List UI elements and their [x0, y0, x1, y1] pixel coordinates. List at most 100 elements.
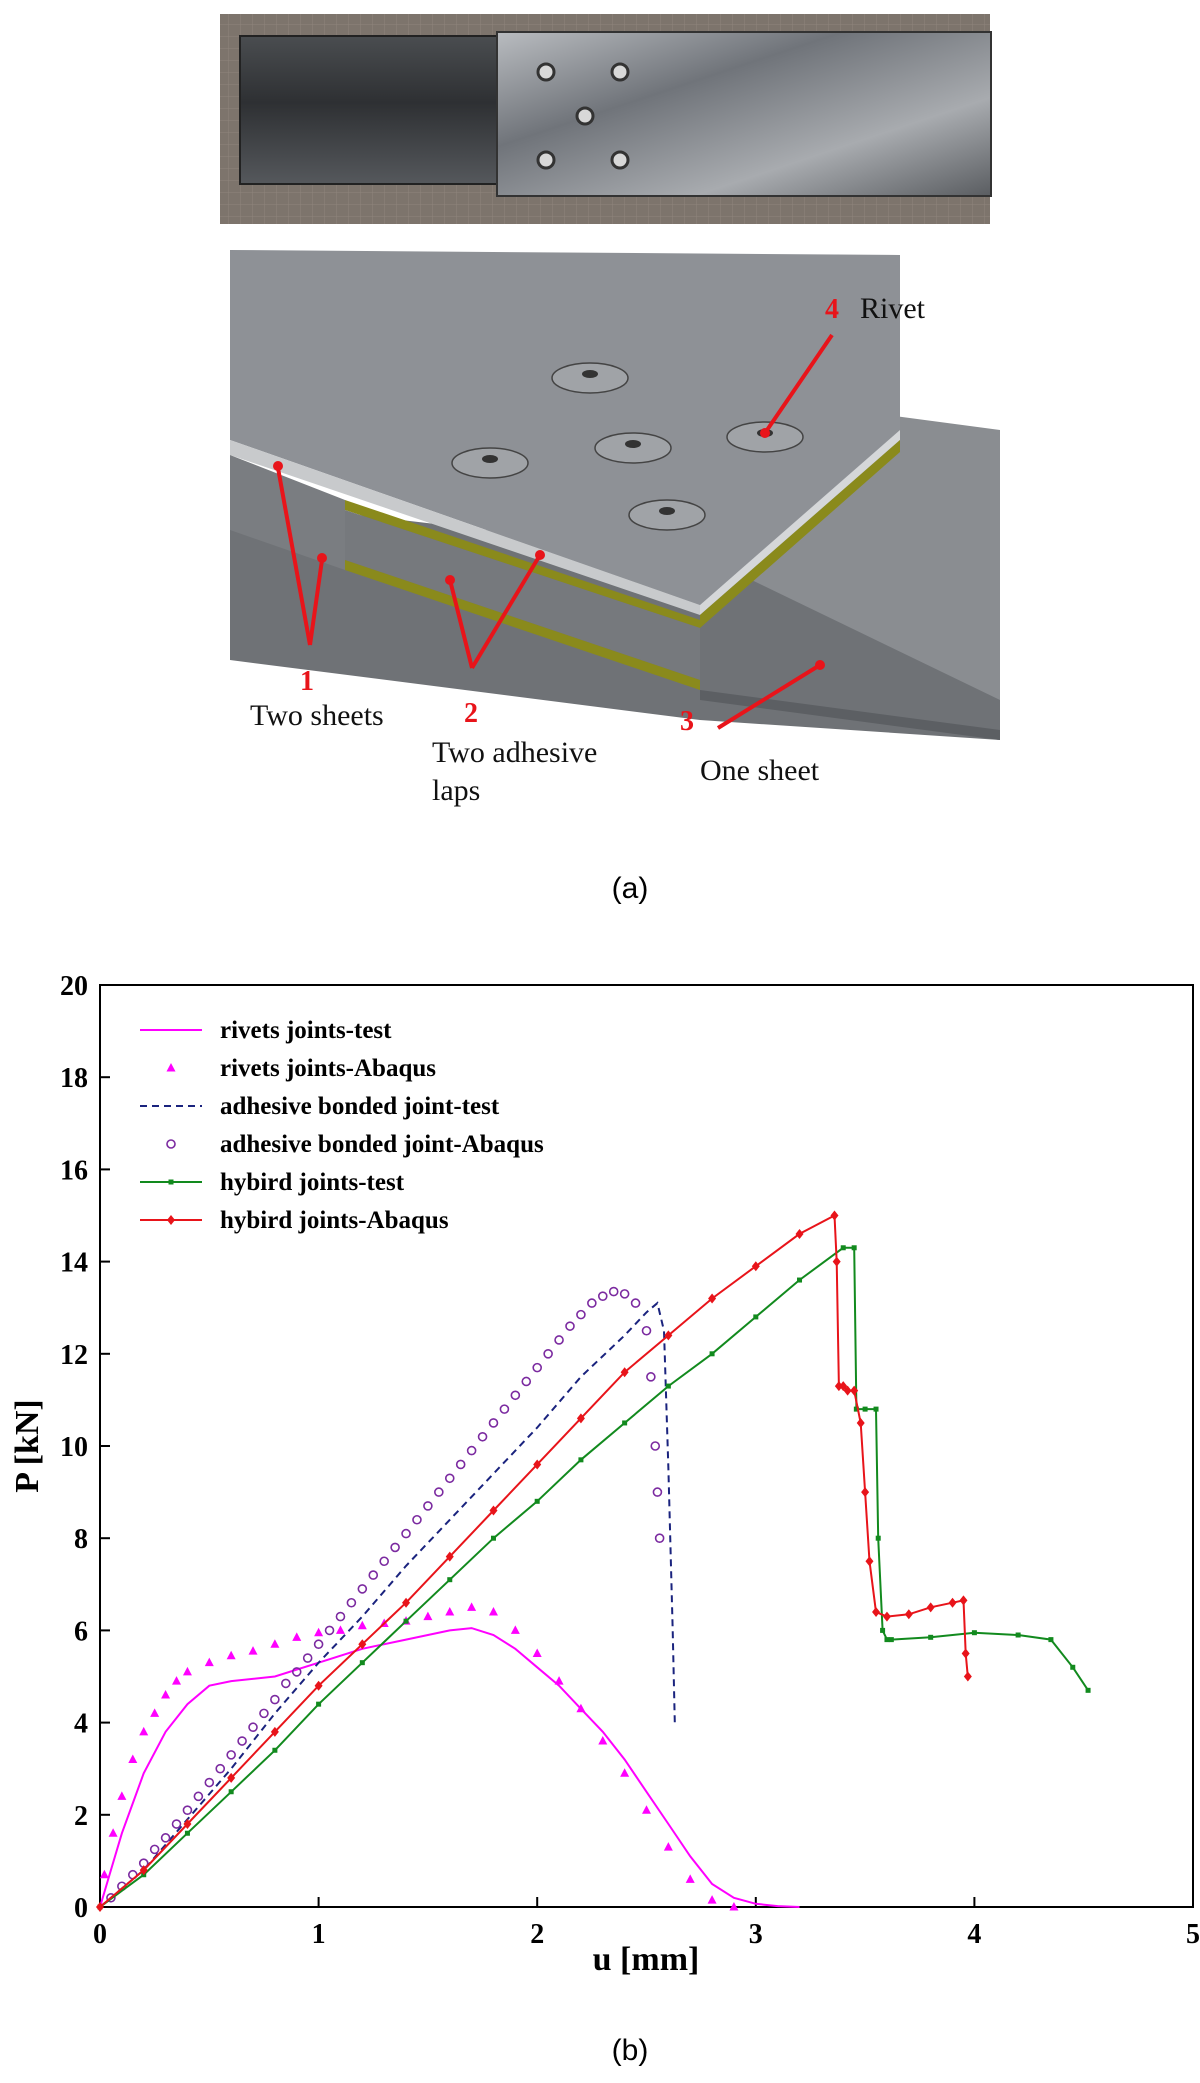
series-1-point — [620, 1768, 630, 1777]
series-4-point — [1048, 1637, 1054, 1643]
series-4-point — [862, 1406, 868, 1412]
y-axis-label: P [kN] — [9, 1399, 46, 1493]
series-4-point — [228, 1789, 234, 1795]
series-5-point — [402, 1597, 411, 1608]
series-3-point — [565, 1321, 575, 1331]
series-3-point — [237, 1736, 247, 1746]
series-4-line — [99, 1246, 1089, 1908]
y-tick-label: 2 — [74, 1801, 88, 1832]
series-3-point — [259, 1708, 269, 1719]
y-tick-label: 10 — [60, 1432, 88, 1463]
series-1-point — [510, 1625, 520, 1634]
series-4-point — [665, 1383, 671, 1389]
series-4-point — [840, 1245, 846, 1251]
x-tick-label: 3 — [749, 1919, 763, 1950]
series-5-point — [489, 1505, 498, 1516]
series-1-point — [729, 1902, 739, 1911]
series-1-point — [314, 1627, 324, 1637]
series-3-point — [652, 1487, 663, 1497]
series-1-point — [576, 1703, 586, 1713]
series-3-point — [434, 1487, 444, 1497]
series-4-point — [578, 1457, 584, 1463]
series-3-point — [654, 1533, 665, 1543]
series-5-point — [948, 1597, 957, 1608]
series-1-point — [357, 1620, 367, 1630]
x-tick-label: 2 — [530, 1919, 544, 1950]
series-4-point — [709, 1351, 715, 1357]
series-5-point — [959, 1595, 968, 1606]
series-3-point — [182, 1805, 193, 1815]
legend-entry-2: adhesive bonded joint-test — [140, 1093, 500, 1120]
series-3-point — [532, 1362, 543, 1373]
series-4-point — [888, 1637, 894, 1643]
series-3-point — [412, 1514, 422, 1525]
series-5-point — [708, 1293, 717, 1304]
series-1-point — [554, 1676, 564, 1685]
series-5-point — [576, 1413, 585, 1424]
x-tick-label: 4 — [967, 1919, 981, 1950]
series-1-point — [161, 1689, 171, 1699]
series-1-point — [663, 1842, 673, 1851]
series-3-point — [630, 1298, 641, 1308]
series-3-point — [335, 1611, 346, 1622]
series-5-point — [795, 1228, 804, 1239]
series-3-point — [554, 1335, 564, 1345]
series-5-point — [751, 1261, 760, 1272]
series-3-point — [521, 1376, 532, 1387]
series-5-point — [926, 1602, 935, 1613]
y-tick-label: 8 — [74, 1524, 88, 1555]
series-5-point — [963, 1671, 972, 1682]
series-4-point — [272, 1747, 278, 1753]
series-4-point — [753, 1314, 759, 1320]
series-1-point — [108, 1828, 118, 1837]
series-5-point — [270, 1726, 279, 1737]
legend-entry-0: rivets joints-test — [140, 1017, 392, 1044]
series-4-point — [873, 1406, 879, 1412]
series-3-point — [302, 1653, 313, 1663]
series-3-point — [444, 1473, 455, 1484]
series-1-point — [150, 1708, 160, 1717]
series-3-point — [608, 1286, 619, 1297]
series-4-point — [403, 1618, 409, 1624]
series-5-point — [850, 1385, 859, 1396]
series-5-point — [183, 1819, 192, 1830]
series-4-point — [971, 1630, 977, 1636]
series-5-point — [882, 1611, 891, 1622]
series-3-point — [204, 1777, 215, 1788]
series-1-point — [204, 1657, 214, 1667]
series-4-point — [316, 1701, 322, 1707]
x-tick-label: 5 — [1186, 1919, 1200, 1950]
series-3-point — [423, 1501, 433, 1511]
y-tick-label: 6 — [74, 1616, 88, 1647]
series-3-point — [281, 1678, 291, 1689]
series-3-point — [597, 1291, 608, 1301]
series-5 — [96, 1210, 972, 1912]
y-tick-label: 16 — [60, 1155, 88, 1186]
series-4-point — [622, 1420, 628, 1426]
series-5-point — [664, 1330, 673, 1341]
series-4-point — [884, 1637, 890, 1643]
series-3-point — [646, 1372, 656, 1382]
series-3-point — [466, 1445, 477, 1456]
x-tick-label: 1 — [312, 1919, 326, 1950]
series-3-point — [641, 1325, 652, 1336]
series-1-point — [642, 1805, 651, 1814]
series-5-point — [843, 1385, 852, 1396]
y-tick-label: 12 — [60, 1340, 88, 1371]
series-1-point — [139, 1726, 149, 1736]
series-5-point — [96, 1902, 104, 1912]
series-5-point — [139, 1865, 148, 1876]
series-5-point — [832, 1256, 841, 1267]
series-1-point — [707, 1895, 717, 1904]
series-3-point — [455, 1459, 466, 1470]
series-3-point — [171, 1819, 182, 1829]
series-5-line — [99, 1213, 969, 1908]
x-tick-label: 0 — [93, 1919, 107, 1950]
series-3-point — [270, 1694, 280, 1705]
series-3-point — [368, 1570, 379, 1580]
series-5-point — [961, 1648, 970, 1659]
legend-label: rivets joints-Abaqus — [220, 1055, 436, 1082]
legend-entry-3: adhesive bonded joint-Abaqus — [166, 1131, 544, 1158]
series-3-point — [291, 1667, 302, 1677]
